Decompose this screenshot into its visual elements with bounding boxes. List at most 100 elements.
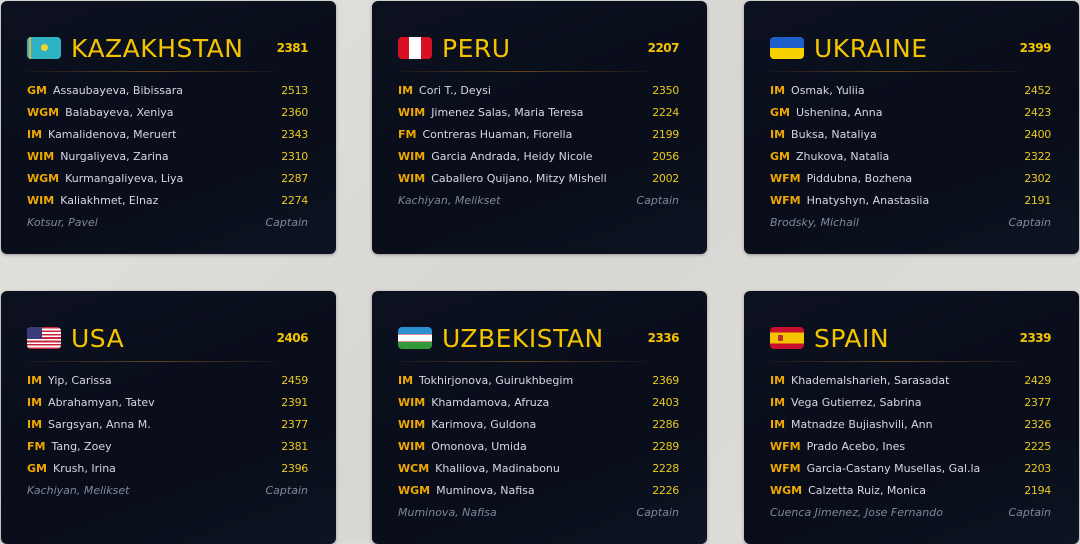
country-name: UKRAINE bbox=[814, 33, 928, 63]
player-title: WGM bbox=[770, 483, 803, 497]
player-name: Zhukova, Natalia bbox=[795, 149, 890, 163]
player-title: WGM bbox=[27, 171, 60, 185]
player-title: GM bbox=[27, 461, 47, 475]
usa-flag-icon bbox=[27, 327, 61, 349]
player-rating: 2322 bbox=[1024, 149, 1051, 163]
team-card-usa: USA 2406 IM Yip, Carissa 2459 IM Abraham… bbox=[1, 291, 336, 544]
player-row: WIM Khamdamova, Afruza 2403 bbox=[398, 391, 679, 413]
player-row: WCM Khalilova, Madinabonu 2228 bbox=[398, 457, 679, 479]
player-rating: 2452 bbox=[1024, 83, 1051, 97]
player-rating: 2360 bbox=[281, 105, 308, 119]
captain-name: Muminova, Nafisa bbox=[398, 505, 497, 519]
captain-row: Brodsky, Michail Captain bbox=[770, 211, 1051, 233]
player-rating: 2224 bbox=[652, 105, 679, 119]
player-rating: 2002 bbox=[652, 171, 679, 185]
player-name: Cori T., Deysi bbox=[419, 83, 491, 97]
player-row: WGM Kurmangaliyeva, Liya 2287 bbox=[27, 167, 308, 189]
divider bbox=[27, 71, 276, 72]
player-name: Prado Acebo, Ines bbox=[806, 439, 906, 453]
player-title: IM bbox=[27, 395, 43, 409]
team-card-ukraine: UKRAINE 2399 IM Osmak, Yuliia 2452 GM Us… bbox=[744, 1, 1079, 254]
team-card-uzbekistan: UZBEKISTAN 2336 IM Tokhirjonova, Guirukh… bbox=[372, 291, 707, 544]
player-rating: 2194 bbox=[1024, 483, 1051, 497]
uzbekistan-flag-icon bbox=[398, 327, 432, 349]
player-row: WFM Hnatyshyn, Anastasiia 2191 bbox=[770, 189, 1051, 211]
player-row: WIM Caballero Quijano, Mitzy Mishell 200… bbox=[398, 167, 679, 189]
player-rating: 2459 bbox=[281, 373, 308, 387]
player-row: IM Vega Gutierrez, Sabrina 2377 bbox=[770, 391, 1051, 413]
player-title: IM bbox=[770, 83, 786, 97]
player-row: IM Buksa, Nataliya 2400 bbox=[770, 123, 1051, 145]
captain-label: Captain bbox=[1008, 505, 1052, 519]
captain-label: Captain bbox=[265, 483, 309, 497]
country-name: PERU bbox=[442, 33, 511, 63]
player-name: Tang, Zoey bbox=[51, 439, 112, 453]
player-row: WFM Prado Acebo, Ines 2225 bbox=[770, 435, 1051, 457]
player-row: IM Osmak, Yuliia 2452 bbox=[770, 79, 1051, 101]
player-title: IM bbox=[770, 127, 786, 141]
player-row: WIM Karimova, Guldona 2286 bbox=[398, 413, 679, 435]
player-title: GM bbox=[770, 105, 790, 119]
captain-row: Kachiyan, Melikset Captain bbox=[398, 189, 679, 211]
player-rating: 2203 bbox=[1024, 461, 1051, 475]
player-rating: 2310 bbox=[281, 149, 308, 163]
player-title: IM bbox=[27, 127, 43, 141]
peru-flag-icon bbox=[398, 37, 432, 59]
divider bbox=[27, 361, 276, 362]
player-title: GM bbox=[27, 83, 47, 97]
player-rating: 2286 bbox=[652, 417, 679, 431]
player-title: GM bbox=[770, 149, 790, 163]
country-name: USA bbox=[71, 323, 125, 353]
player-rating: 2056 bbox=[652, 149, 679, 163]
captain-label: Captain bbox=[636, 505, 680, 519]
player-title: FM bbox=[27, 439, 46, 453]
team-average-rating: 2406 bbox=[276, 331, 309, 345]
player-name: Osmak, Yuliia bbox=[791, 83, 865, 97]
team-average-rating: 2339 bbox=[1019, 331, 1052, 345]
player-rating: 2381 bbox=[281, 439, 308, 453]
team-card-peru: PERU 2207 IM Cori T., Deysi 2350 WIM Jim… bbox=[372, 1, 707, 254]
player-rating: 2369 bbox=[652, 373, 679, 387]
captain-name: Brodsky, Michail bbox=[770, 215, 859, 229]
player-rating: 2225 bbox=[1024, 439, 1051, 453]
team-header: USA 2406 bbox=[27, 321, 309, 355]
player-rating: 2350 bbox=[652, 83, 679, 97]
player-name: Kurmangaliyeva, Liya bbox=[65, 171, 184, 185]
player-title: WFM bbox=[770, 461, 801, 475]
player-row: WIM Jimenez Salas, Maria Teresa 2224 bbox=[398, 101, 679, 123]
player-name: Calzetta Ruiz, Monica bbox=[808, 483, 926, 497]
player-rating: 2228 bbox=[652, 461, 679, 475]
player-title: WFM bbox=[770, 439, 801, 453]
player-title: WIM bbox=[27, 193, 55, 207]
player-title: WCM bbox=[398, 461, 430, 475]
player-row: WIM Garcia Andrada, Heidy Nicole 2056 bbox=[398, 145, 679, 167]
player-row: IM Sargsyan, Anna M. 2377 bbox=[27, 413, 308, 435]
player-name: Krush, Irina bbox=[52, 461, 116, 475]
captain-row: Kachiyan, Melikset Captain bbox=[27, 479, 308, 501]
player-rating: 2377 bbox=[1024, 395, 1051, 409]
captain-label: Captain bbox=[636, 193, 680, 207]
player-row: WFM Garcia-Castany Musellas, Gal.la 2203 bbox=[770, 457, 1051, 479]
player-row: IM Tokhirjonova, Guirukhbegim 2369 bbox=[398, 369, 679, 391]
player-name: Karimova, Guldona bbox=[431, 417, 537, 431]
country-name: KAZAKHSTAN bbox=[71, 33, 244, 63]
player-row: IM Khademalsharieh, Sarasadat 2429 bbox=[770, 369, 1051, 391]
divider bbox=[770, 361, 1019, 362]
player-title: WIM bbox=[398, 439, 426, 453]
player-rating: 2302 bbox=[1024, 171, 1051, 185]
player-title: WIM bbox=[398, 395, 426, 409]
player-name: Contreras Huaman, Fiorella bbox=[422, 127, 573, 141]
player-name: Khamdamova, Afruza bbox=[431, 395, 550, 409]
player-row: GM Ushenina, Anna 2423 bbox=[770, 101, 1051, 123]
player-title: WIM bbox=[398, 149, 426, 163]
player-rating: 2513 bbox=[281, 83, 308, 97]
player-name: Omonova, Umida bbox=[431, 439, 527, 453]
captain-label: Captain bbox=[265, 215, 309, 229]
player-row: GM Zhukova, Natalia 2322 bbox=[770, 145, 1051, 167]
player-name: Sargsyan, Anna M. bbox=[48, 417, 151, 431]
player-name: Hnatyshyn, Anastasiia bbox=[806, 193, 930, 207]
player-row: WIM Omonova, Umida 2289 bbox=[398, 435, 679, 457]
captain-name: Kachiyan, Melikset bbox=[398, 193, 501, 207]
player-rating: 2226 bbox=[652, 483, 679, 497]
captain-name: Cuenca Jimenez, Jose Fernando bbox=[770, 505, 943, 519]
